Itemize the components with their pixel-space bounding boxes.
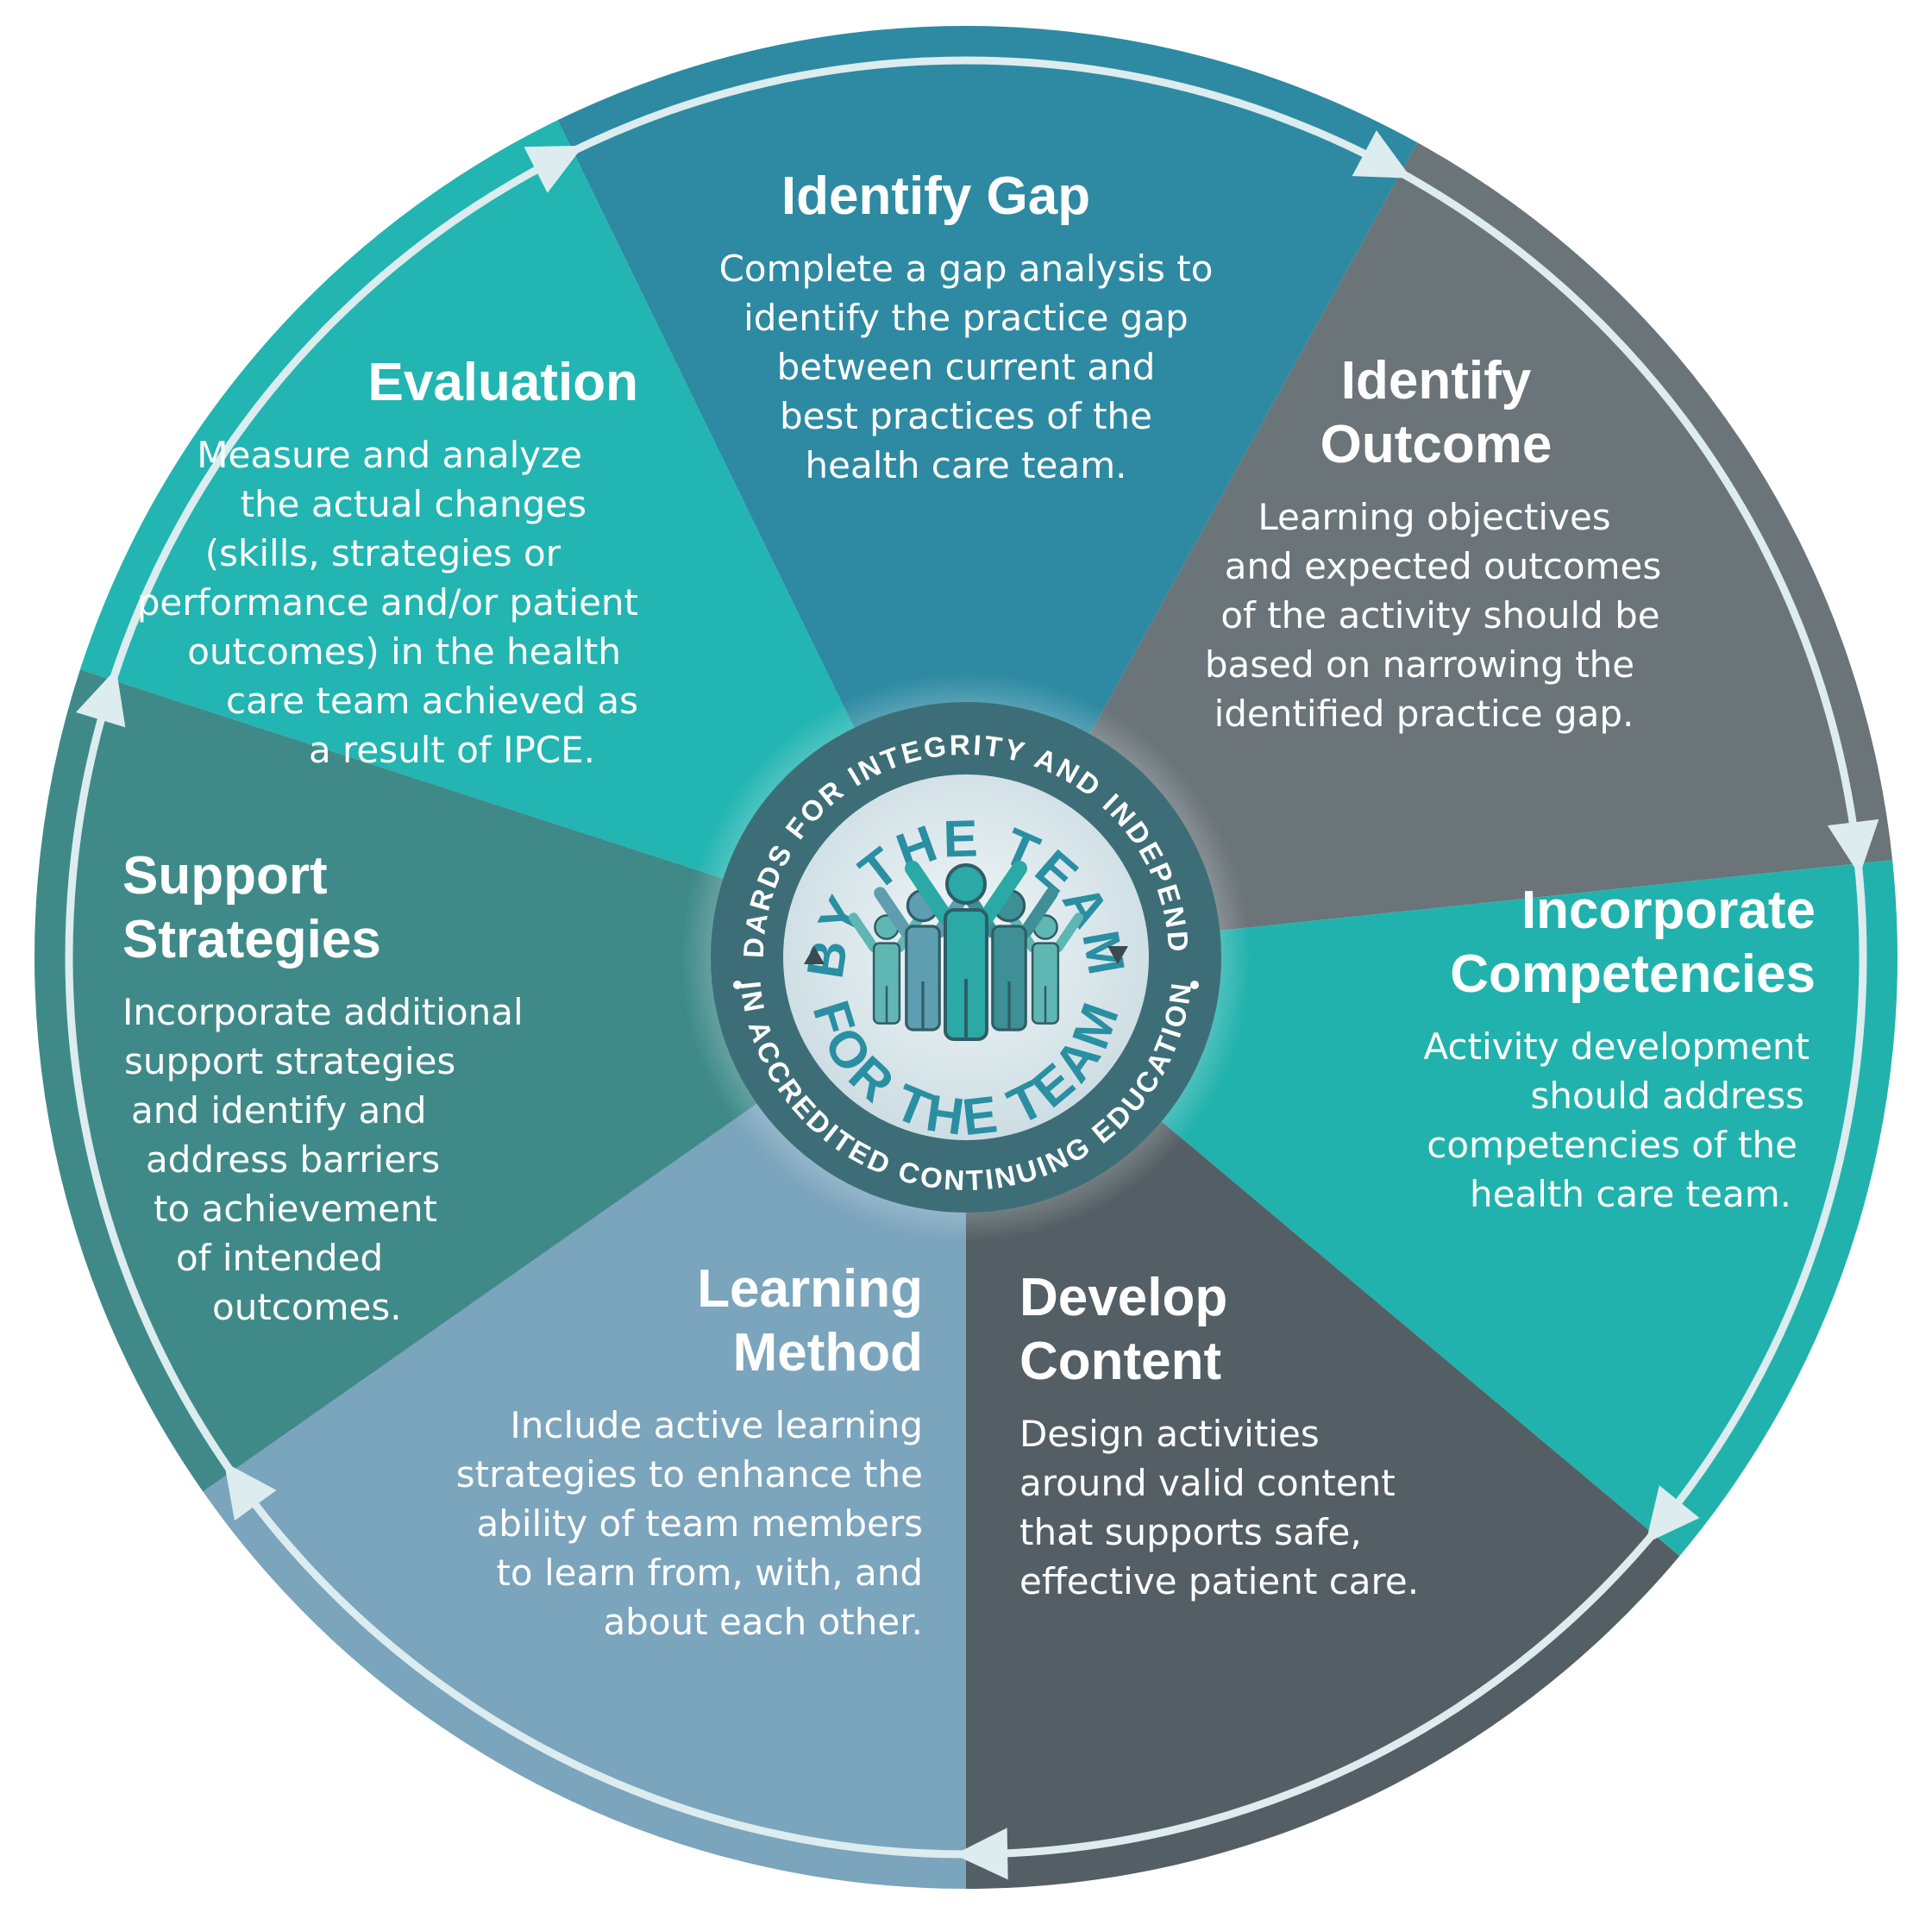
wheel-segments bbox=[34, 26, 1898, 1889]
flow-ring bbox=[65, 56, 1879, 1880]
incorporate-competencies-title: Competencies bbox=[1450, 944, 1816, 1004]
support-strategies-description: of intended bbox=[176, 1237, 383, 1279]
segment-develop-content bbox=[966, 957, 1680, 1889]
evaluation-description: outcomes) in the health bbox=[187, 630, 621, 673]
incorporate-competencies-title: Incorporate bbox=[1521, 881, 1816, 940]
flow-arrow-icon bbox=[1646, 1485, 1700, 1544]
incorporate-competencies-description: health care team. bbox=[1470, 1173, 1791, 1215]
support-strategies-description: Incorporate additional bbox=[122, 991, 524, 1033]
learning-method-title: Learning bbox=[697, 1259, 923, 1319]
develop-content-description: that supports safe, bbox=[1019, 1511, 1362, 1553]
develop-content-description: effective patient care. bbox=[1019, 1560, 1419, 1602]
identify-outcome-description: identified practice gap. bbox=[1214, 693, 1634, 735]
identify-outcome-description: and expected outcomes bbox=[1225, 545, 1661, 587]
identify-outcome-description: based on narrowing the bbox=[1205, 643, 1634, 686]
segment-identify-gap bbox=[557, 26, 1418, 958]
identify-outcome-description: of the activity should be bbox=[1220, 594, 1659, 636]
evaluation-label: Evaluation Measure and analyze the actual … bbox=[137, 353, 638, 771]
evaluation-description: care team achieved as bbox=[226, 680, 638, 722]
incorporate-competencies-description: should address bbox=[1530, 1075, 1804, 1117]
develop-content-description: around valid content bbox=[1019, 1462, 1396, 1504]
support-strategies-description: and identify and bbox=[131, 1089, 427, 1132]
badge-down-triangle-icon bbox=[1107, 946, 1128, 964]
identify-outcome-description: Learning objectives bbox=[1258, 496, 1610, 538]
flow-arrow-icon bbox=[524, 145, 584, 193]
badge-dot-left bbox=[733, 981, 742, 989]
badge-up-triangle-icon bbox=[804, 946, 825, 964]
identify-gap-description: identify the practice gap bbox=[743, 297, 1189, 339]
identify-gap-title: Identify Gap bbox=[781, 166, 1090, 226]
team-people-icon bbox=[848, 861, 1084, 1041]
develop-content-title: Content bbox=[1019, 1332, 1221, 1391]
support-strategies-title: Support bbox=[122, 846, 328, 906]
flow-arrow-icon bbox=[954, 1828, 1008, 1880]
identify-gap-description: health care team. bbox=[806, 444, 1127, 486]
identify-gap-description: Complete a gap analysis to bbox=[719, 248, 1214, 290]
identify-gap-label: Identify Gap Complete a gap analysis to id… bbox=[719, 166, 1214, 486]
segment-evaluation bbox=[79, 120, 966, 957]
learning-method-description: about each other. bbox=[603, 1601, 923, 1643]
support-strategies-description: support strategies bbox=[124, 1040, 455, 1082]
segment-support-strategies bbox=[34, 669, 967, 1492]
develop-content-title: Develop bbox=[1019, 1268, 1227, 1327]
flow-arrow-icon bbox=[1352, 130, 1412, 179]
evaluation-description: a result of IPCE. bbox=[309, 729, 595, 771]
evaluation-description: Measure and analyze bbox=[197, 434, 582, 476]
identify-gap-description: between current and bbox=[777, 346, 1156, 388]
identify-outcome-title: Identify bbox=[1341, 351, 1532, 411]
incorporate-competencies-description: Activity development bbox=[1424, 1025, 1810, 1068]
incorporate-competencies-description: competencies of the bbox=[1427, 1124, 1797, 1166]
develop-content-description: Design activities bbox=[1019, 1413, 1320, 1455]
learning-method-description: strategies to enhance the bbox=[456, 1453, 923, 1495]
support-strategies-description: address barriers bbox=[146, 1138, 440, 1181]
learning-method-description: Include active learning bbox=[510, 1404, 923, 1446]
flow-arrow-icon bbox=[75, 668, 126, 728]
segment-labels: Identify Gap Complete a gap analysis to id… bbox=[122, 166, 1816, 1643]
support-strategies-description: outcomes. bbox=[212, 1286, 402, 1328]
evaluation-description: performance and/or patient bbox=[137, 581, 638, 624]
badge-dot-right bbox=[1190, 981, 1199, 989]
evaluation-title: Evaluation bbox=[367, 353, 638, 412]
person-figure-icon bbox=[905, 861, 1027, 1041]
flow-arrow-icon bbox=[1827, 818, 1879, 876]
evaluation-description: (skills, strategies or bbox=[205, 532, 561, 574]
flow-arrow-icon bbox=[223, 1462, 277, 1521]
learning-method-title: Method bbox=[733, 1323, 923, 1383]
segment-learning-method bbox=[203, 957, 966, 1889]
evaluation-description: the actual changes bbox=[241, 483, 586, 525]
support-strategies-title: Strategies bbox=[122, 910, 381, 969]
support-strategies-description: to achievement bbox=[154, 1188, 437, 1230]
identify-gap-description: best practices of the bbox=[780, 395, 1152, 437]
identify-outcome-title: Outcome bbox=[1320, 415, 1552, 474]
segment-identify-outcome bbox=[966, 142, 1893, 958]
learning-method-description: ability of team members bbox=[476, 1502, 923, 1545]
learning-method-description: to learn from, with, and bbox=[496, 1552, 923, 1594]
